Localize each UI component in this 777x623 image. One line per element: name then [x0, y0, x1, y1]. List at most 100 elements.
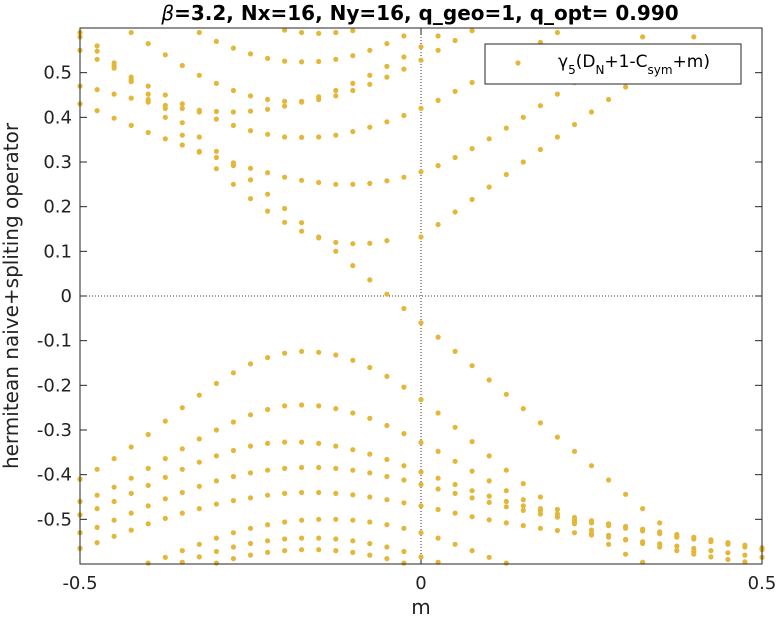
- x-tick-label: 0.5: [748, 573, 777, 594]
- data-point: [282, 465, 288, 471]
- data-point: [435, 486, 441, 492]
- data-point: [469, 196, 475, 203]
- data-point: [401, 174, 407, 180]
- data-point: [435, 506, 441, 513]
- data-point: [196, 506, 202, 512]
- data-point: [316, 134, 322, 140]
- data-point: [145, 521, 151, 527]
- data-point: [265, 522, 271, 528]
- data-point: [333, 516, 339, 522]
- data-point: [503, 520, 509, 526]
- data-point: [350, 467, 356, 473]
- data-point: [179, 132, 185, 138]
- data-point: [384, 41, 390, 47]
- data-point: [537, 511, 544, 517]
- data-point: [333, 181, 339, 187]
- data-point: [299, 99, 305, 105]
- legend-series-label: γ5(DN+1-Csym+m): [558, 52, 710, 77]
- zero-reference-lines: [80, 28, 762, 564]
- data-point: [299, 348, 305, 354]
- data-point: [247, 361, 254, 367]
- data-point: [128, 29, 134, 36]
- x-tick-label: -0.5: [62, 573, 97, 594]
- data-point: [282, 58, 288, 64]
- data-point: [179, 510, 185, 516]
- data-point: [452, 348, 458, 354]
- data-point: [503, 498, 509, 505]
- data-point: [230, 122, 236, 128]
- data-point: [520, 114, 526, 120]
- legend-part-3: N: [595, 63, 604, 77]
- data-point: [196, 436, 202, 442]
- data-point: [435, 410, 441, 416]
- data-point: [367, 519, 373, 525]
- data-point: [94, 56, 100, 62]
- tick-labels: -0.5 -0.4 -0.3 -0.2 -0.1 0 0.1 0.2 0.3 0.4 0.5 -0.5…: [37, 63, 776, 594]
- data-point: [299, 228, 305, 234]
- data-point: [230, 181, 236, 187]
- data-point: [265, 131, 271, 137]
- data-point: [230, 419, 236, 425]
- data-point: [145, 129, 151, 136]
- data-point: [401, 477, 407, 483]
- data-point: [452, 481, 458, 488]
- data-point: [162, 136, 168, 142]
- data-point: [691, 34, 697, 40]
- data-point: [316, 547, 322, 553]
- y-tick-label: 0: [61, 286, 72, 307]
- data-point: [247, 108, 254, 114]
- data-point: [94, 540, 100, 546]
- data-point: [554, 91, 561, 97]
- data-point: [145, 41, 151, 47]
- data-point: [299, 29, 305, 36]
- data-point: [94, 43, 100, 49]
- data-point: [401, 525, 407, 531]
- data-point: [367, 470, 373, 476]
- data-point: [384, 522, 390, 528]
- data-point: [333, 56, 339, 62]
- data-point: [145, 465, 151, 471]
- data-point: [128, 74, 134, 80]
- data-point: [162, 496, 168, 502]
- data-point: [469, 363, 475, 369]
- data-point: [469, 548, 475, 554]
- legend-part-1: 5: [568, 63, 576, 77]
- data-point: [350, 517, 356, 523]
- title-part-1: =3.2, Nx=16, Ny=16, q_geo=1, q_opt= 0.99…: [174, 1, 679, 25]
- data-point: [333, 93, 339, 99]
- data-point: [94, 108, 100, 114]
- data-point: [554, 29, 561, 36]
- data-point: [111, 91, 117, 97]
- data-point: [128, 444, 134, 450]
- data-point: [282, 350, 288, 356]
- y-tick-label: -0.1: [37, 331, 72, 352]
- data-point: [128, 475, 134, 481]
- data-point: [503, 125, 509, 131]
- data-point: [742, 544, 748, 550]
- data-point: [247, 165, 254, 171]
- data-point: [520, 497, 526, 503]
- data-point: [384, 178, 390, 184]
- data-point: [435, 33, 441, 39]
- data-point: [554, 514, 561, 520]
- data-point: [282, 490, 288, 496]
- data-point: [265, 106, 271, 112]
- data-point: [384, 544, 390, 550]
- data-point: [282, 98, 288, 104]
- data-point: [299, 535, 305, 541]
- data-point: [213, 148, 219, 154]
- data-points: [77, 27, 765, 566]
- data-point: [247, 495, 254, 501]
- data-point: [350, 28, 356, 34]
- data-point: [265, 355, 271, 361]
- data-point: [316, 464, 322, 471]
- data-point: [469, 28, 475, 34]
- data-point: [282, 205, 288, 212]
- data-point: [418, 105, 424, 111]
- data-point: [111, 60, 117, 66]
- data-point: [247, 525, 254, 531]
- data-point: [230, 45, 236, 51]
- data-point: [179, 466, 185, 472]
- data-point: [265, 96, 271, 103]
- data-point: [554, 506, 561, 513]
